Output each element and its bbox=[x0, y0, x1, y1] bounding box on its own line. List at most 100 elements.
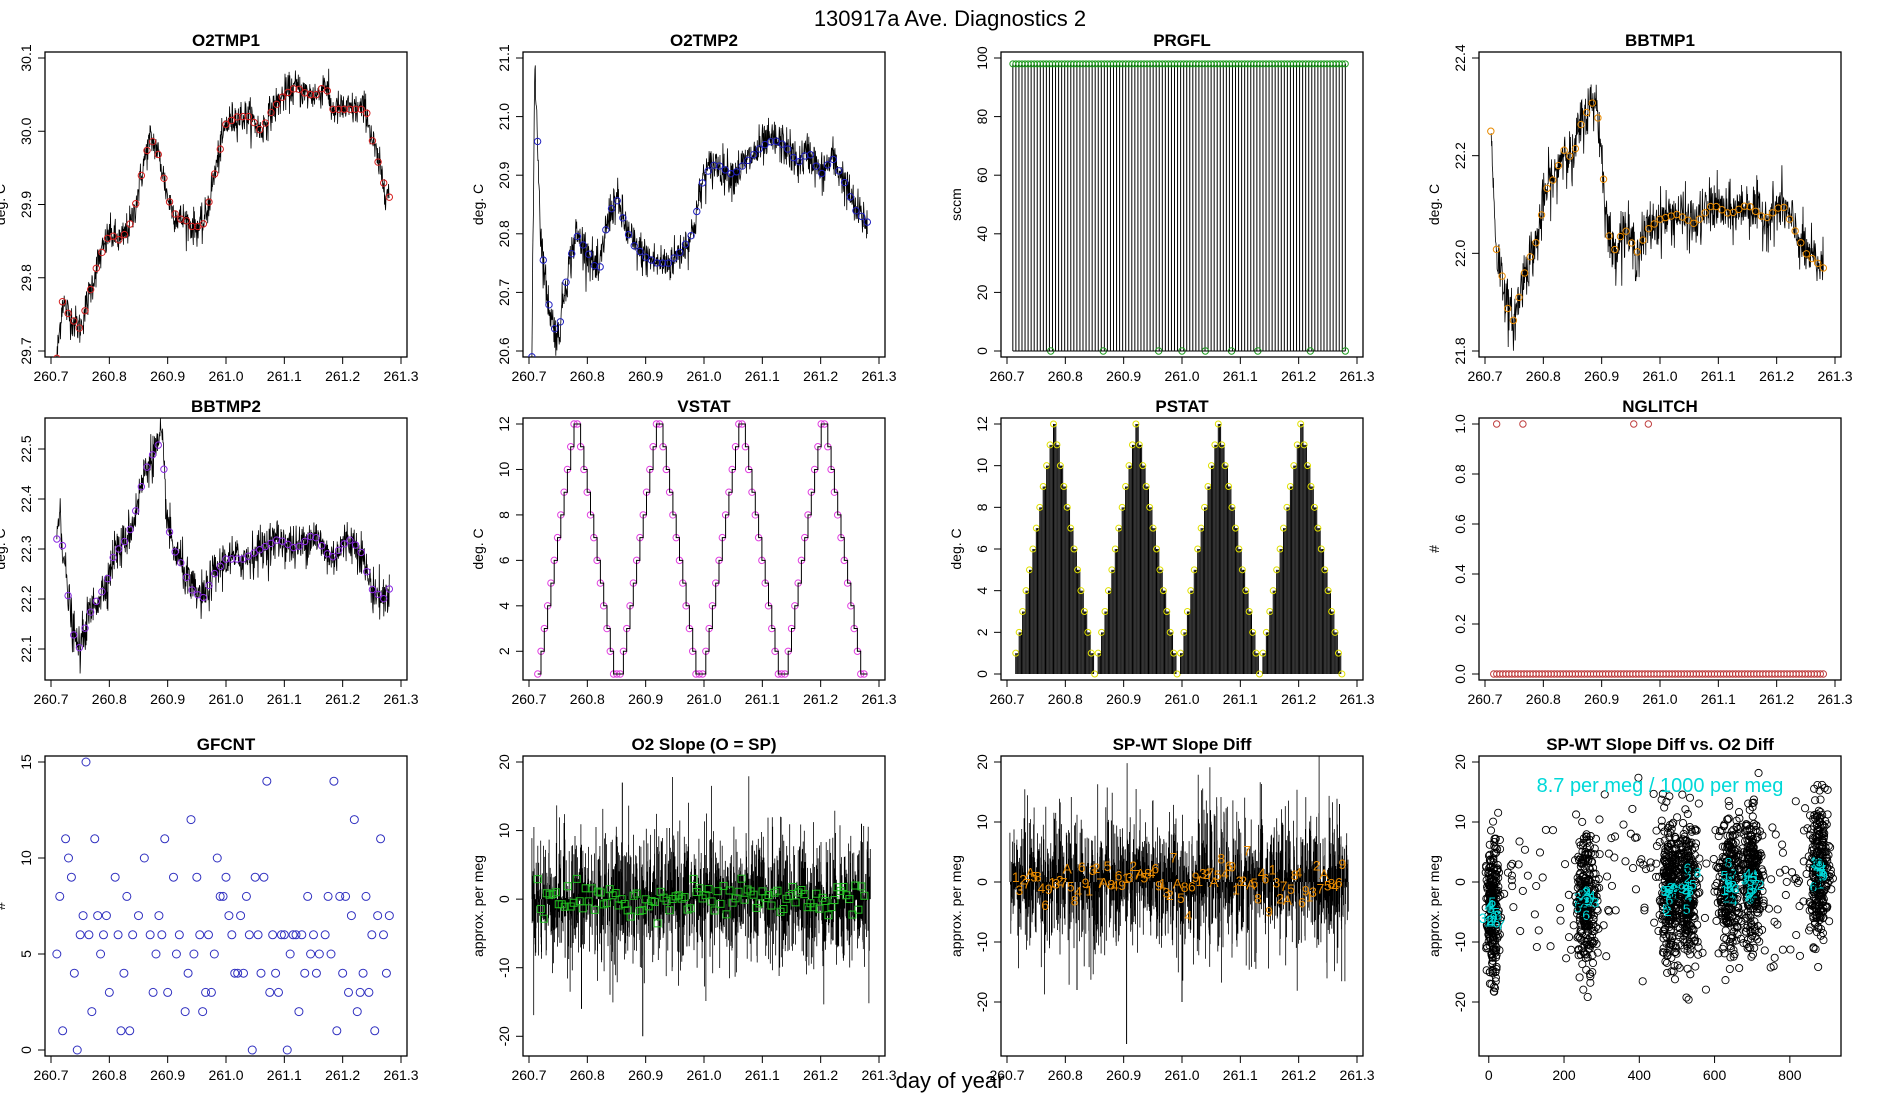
data-point bbox=[824, 911, 833, 920]
data-point bbox=[1588, 958, 1598, 968]
data-point bbox=[772, 137, 781, 145]
data-point bbox=[1665, 833, 1674, 842]
data-point bbox=[689, 874, 698, 883]
point-label: A bbox=[1209, 874, 1219, 890]
data-point bbox=[1744, 864, 1753, 873]
data-point bbox=[329, 553, 337, 561]
panel-o2tmp2: O2TMP2 deg. C 260.7 260.8 260.9 261.0 261.1 261… bbox=[470, 31, 897, 384]
point-label: 6 bbox=[1188, 879, 1196, 895]
data-point bbox=[1742, 890, 1751, 899]
data-point bbox=[318, 542, 326, 550]
panel-nglitch: NGLITCH #260.7 260.8 260.9 261.0 261.1 261.2 26… bbox=[1426, 397, 1853, 707]
data-point bbox=[1663, 968, 1672, 977]
point-label: 2 bbox=[1056, 872, 1064, 888]
point-label: A bbox=[1173, 875, 1183, 891]
data-point bbox=[1768, 209, 1777, 217]
point-label: 6 bbox=[1665, 892, 1673, 908]
data-point bbox=[1815, 874, 1824, 883]
point-label: 7 bbox=[1316, 880, 1324, 896]
data-point bbox=[635, 906, 644, 915]
x-tick-label: 260.9 bbox=[1584, 368, 1619, 384]
point-label: 6 bbox=[1582, 907, 1590, 923]
data-point bbox=[1074, 566, 1082, 574]
data-point bbox=[1748, 950, 1758, 959]
y-tick-label: 5 bbox=[18, 950, 34, 958]
data-point bbox=[81, 624, 89, 632]
data-point bbox=[1328, 608, 1336, 615]
data-point bbox=[379, 594, 388, 603]
data-point bbox=[1791, 797, 1800, 806]
data-point bbox=[1734, 850, 1743, 860]
data-point bbox=[797, 885, 806, 894]
data-point bbox=[236, 911, 246, 921]
y-tick-label: 20 bbox=[1452, 754, 1468, 770]
data-point bbox=[1678, 213, 1687, 221]
point-label: 2 bbox=[1166, 887, 1174, 903]
x-tick-label: 261.0 bbox=[686, 1067, 721, 1083]
data-point bbox=[737, 874, 746, 883]
point-label: 1 bbox=[1484, 914, 1492, 930]
data-point bbox=[1771, 830, 1780, 839]
data-point bbox=[548, 890, 557, 899]
data-point bbox=[143, 146, 151, 155]
data-point bbox=[1799, 897, 1808, 906]
data-point bbox=[1698, 948, 1707, 957]
data-point bbox=[256, 546, 264, 554]
data-point bbox=[1580, 863, 1589, 873]
x-tick-label: 260.9 bbox=[1584, 691, 1619, 707]
data-point bbox=[857, 882, 866, 891]
data-point bbox=[1726, 884, 1735, 893]
data-point bbox=[284, 88, 292, 97]
data-point bbox=[778, 140, 786, 148]
data-point bbox=[75, 643, 84, 652]
data-point bbox=[821, 896, 830, 905]
data-point bbox=[334, 105, 343, 113]
data-point bbox=[1660, 803, 1669, 812]
data-point bbox=[1719, 918, 1728, 927]
data-point bbox=[233, 555, 241, 563]
data-point bbox=[1595, 850, 1604, 859]
data-point bbox=[244, 930, 254, 940]
data-point bbox=[1802, 250, 1811, 258]
x-tick-label: 261.2 bbox=[325, 1067, 360, 1083]
x-tick-label: 261.0 bbox=[686, 368, 721, 384]
data-point bbox=[1304, 462, 1312, 470]
y-axis-label: deg. C bbox=[0, 528, 8, 569]
point-label: 4 bbox=[1671, 878, 1679, 894]
data-point bbox=[323, 87, 332, 95]
y-tick-label: 0 bbox=[496, 895, 512, 903]
data-point bbox=[766, 138, 775, 146]
x-tick-label: 260.7 bbox=[33, 1067, 68, 1083]
data-point bbox=[1752, 856, 1761, 865]
data-point bbox=[306, 532, 315, 541]
data-point bbox=[278, 93, 286, 101]
y-tick-label: 12 bbox=[496, 416, 512, 432]
data-point bbox=[279, 930, 289, 940]
x-tick-label: 261.3 bbox=[1817, 368, 1852, 384]
data-point bbox=[381, 968, 391, 978]
data-point bbox=[329, 105, 337, 113]
data-point bbox=[1576, 900, 1585, 909]
data-point bbox=[1684, 884, 1693, 893]
data-point bbox=[1808, 890, 1817, 899]
data-point bbox=[1680, 909, 1689, 918]
data-point bbox=[352, 1007, 362, 1017]
y-tick-label: 0.8 bbox=[1452, 464, 1468, 484]
x-tick-label: 261.2 bbox=[325, 368, 360, 384]
data-point bbox=[1530, 910, 1539, 919]
point-label: 1 bbox=[1488, 913, 1496, 929]
data-point bbox=[528, 353, 536, 357]
y-axis-label: deg. C bbox=[470, 528, 486, 569]
data-point bbox=[1758, 831, 1767, 840]
x-tick-label: 261.2 bbox=[1281, 1067, 1316, 1083]
y-tick-label: 10 bbox=[496, 461, 512, 477]
data-point bbox=[1810, 903, 1819, 912]
data-point bbox=[385, 193, 394, 201]
point-label: 3 bbox=[1672, 879, 1680, 895]
data-point bbox=[794, 888, 803, 897]
point-label: 1 bbox=[1012, 869, 1020, 885]
data-point bbox=[1500, 889, 1509, 898]
point-label: 5 bbox=[1664, 882, 1672, 898]
data-point bbox=[351, 541, 360, 549]
